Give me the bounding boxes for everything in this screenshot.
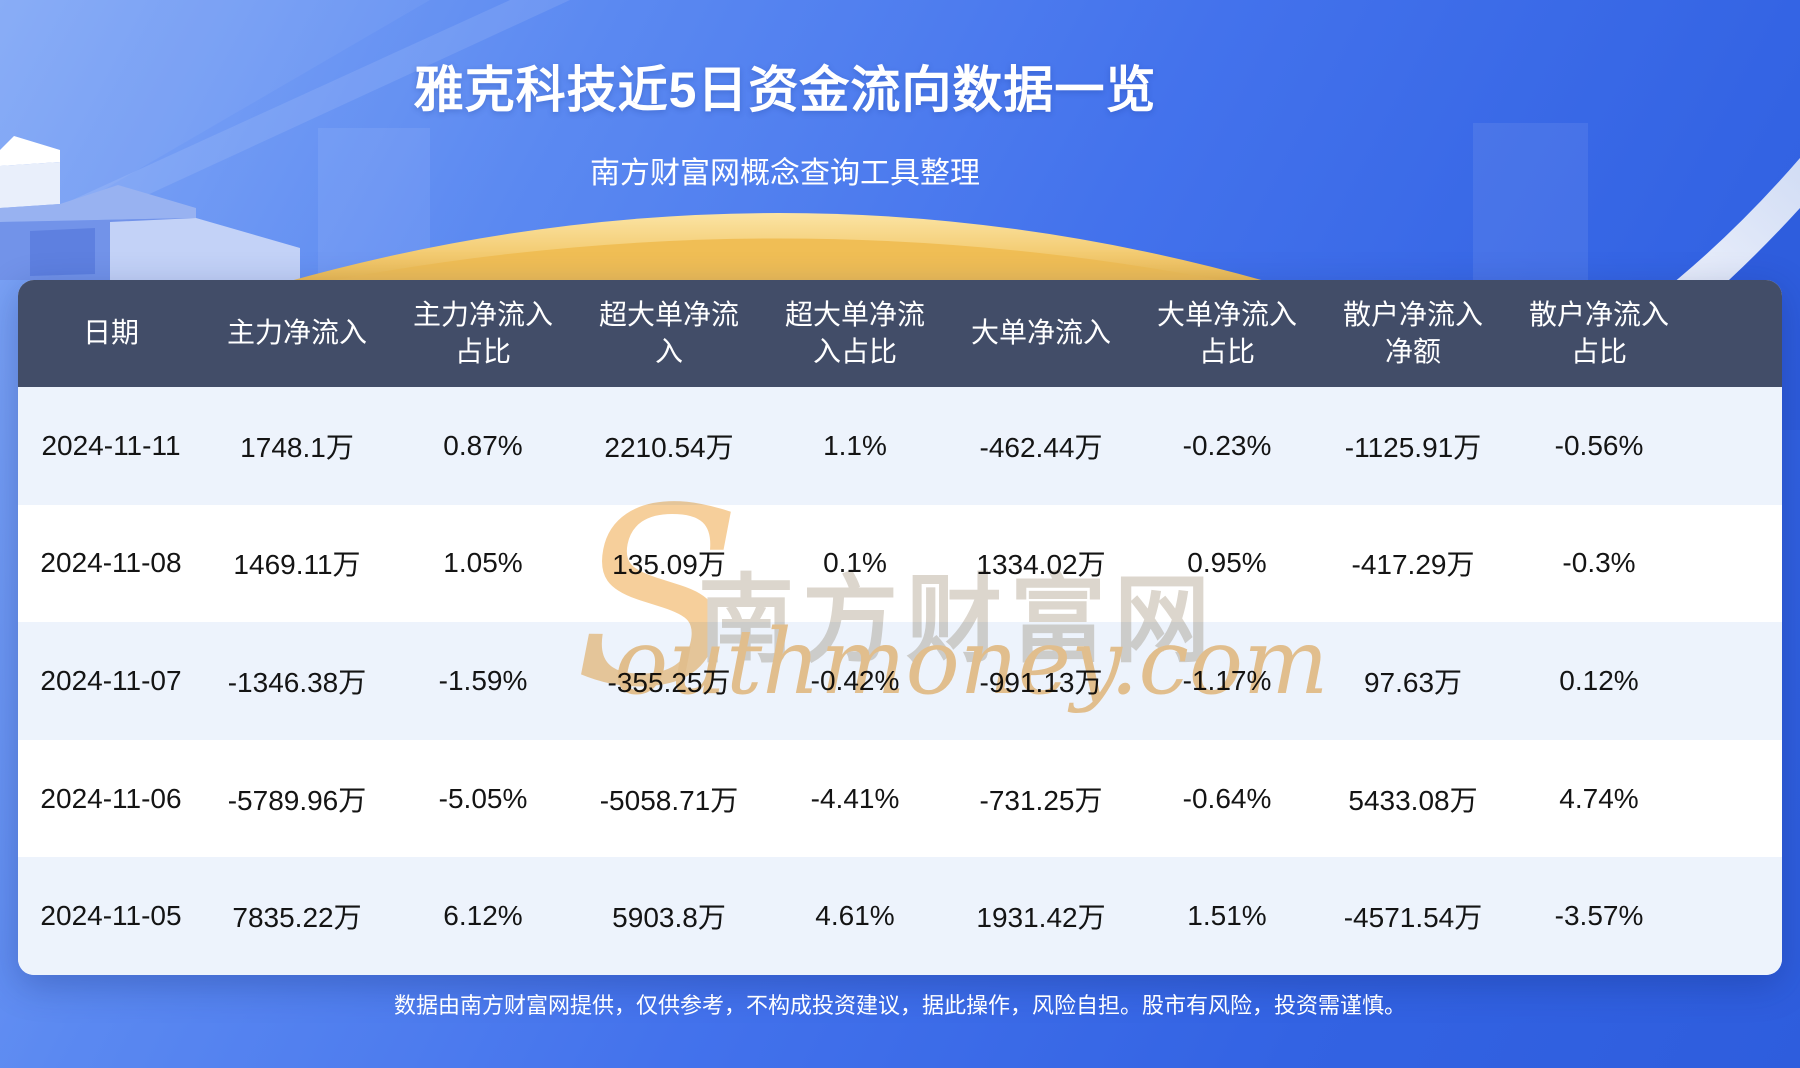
table-cell: 1931.42万 <box>976 902 1106 934</box>
column-header: 散户净流入 净额 <box>1342 299 1483 367</box>
table-cell: -3.57% <box>1554 900 1644 932</box>
footer-disclaimer: 数据由南方财富网提供，仅供参考，不构成投资建议，据此操作，风险自担。股市有风险，… <box>393 993 1406 1018</box>
table-cell: -5.05% <box>438 782 528 814</box>
table-cell: 97.63万 <box>1363 666 1463 698</box>
column-header: 大单净流入 <box>970 317 1111 349</box>
table-cell: 2024-11-05 <box>40 900 182 932</box>
table-body: 2024-11-11 1748.1万 0.87% 2210.54万 1.1% -462.4… <box>18 387 1782 975</box>
column-header: 大单净流入 占比 <box>1156 299 1297 367</box>
table-row: 2024-11-07 -1346.38万 -1.59% -355.25万 -0.42% -… <box>18 622 1782 740</box>
fund-flow-table: 日期 主力净流入 主力净流入 占比 超大单净流 入超大单净流 入占比 大单净流入 大单净流… <box>18 280 1782 975</box>
table-cell: -731.25万 <box>979 784 1103 816</box>
table-cell: 2210.54万 <box>604 431 734 463</box>
column-header: 日期 <box>82 317 139 349</box>
column-header: 主力净流入 占比 <box>412 299 553 367</box>
table-cell: 4.74% <box>1559 782 1639 814</box>
table-cell: 0.95% <box>1187 547 1267 579</box>
page-title: 雅克科技近5日资金流向数据一览 <box>413 62 1157 118</box>
table-cell: -1346.38万 <box>227 666 367 698</box>
table-cell: 2024-11-11 <box>41 429 181 461</box>
table-cell: -5058.71万 <box>599 784 739 816</box>
table-cell: 135.09万 <box>612 549 726 581</box>
table-cell: 1.51% <box>1187 900 1267 932</box>
table-cell: -1.59% <box>438 664 528 696</box>
table-cell: 0.12% <box>1559 664 1639 696</box>
table-cell: -1.17% <box>1182 664 1272 696</box>
table-cell: 4.61% <box>815 900 895 932</box>
column-header: 主力净流入 <box>226 317 367 349</box>
table-cell: -0.64% <box>1182 782 1272 814</box>
column-header: 散户净流入 占比 <box>1528 299 1669 367</box>
table-cell: 6.12% <box>443 900 523 932</box>
page-subtitle: 南方财富网概念查询工具整理 <box>590 157 980 190</box>
table-cell: -1125.91万 <box>1344 431 1482 463</box>
table-cell: 0.87% <box>443 429 523 461</box>
table-cell: 2024-11-07 <box>40 664 182 696</box>
table-cell: -355.25万 <box>607 666 731 698</box>
column-header: 超大单净流 入 <box>598 299 739 367</box>
table-cell: 1469.11万 <box>233 549 361 581</box>
table-cell: 5433.08万 <box>1348 784 1478 816</box>
table-row: 2024-11-08 1469.11万 1.05% 135.09万 0.1% 1334.0… <box>18 504 1782 623</box>
table-cell: -462.44万 <box>979 431 1103 463</box>
table-cell: -4.41% <box>810 782 900 814</box>
table-cell: 7835.22万 <box>232 902 362 934</box>
table-row: 2024-11-05 7835.22万 6.12% 5903.8万 4.61% 1931.… <box>18 857 1782 975</box>
table-cell: -0.3% <box>1562 547 1636 579</box>
table-row: 2024-11-11 1748.1万 0.87% 2210.54万 1.1% -462.4… <box>18 387 1782 505</box>
column-header: 超大单净流 入占比 <box>784 299 925 367</box>
table-cell: 1.1% <box>823 429 887 461</box>
table-cell: -0.42% <box>810 664 900 696</box>
light-beam <box>0 0 430 250</box>
building-illustration <box>0 136 300 280</box>
glass-panel <box>1473 123 1588 291</box>
table-cell: 0.1% <box>823 547 887 579</box>
table-cell: 2024-11-08 <box>40 547 182 579</box>
table-cell: -5789.96万 <box>227 784 367 816</box>
gold-arc <box>290 213 1265 281</box>
table-cell: 1.05% <box>443 547 523 579</box>
table-cell: -991.13万 <box>979 666 1103 698</box>
table-cell: 5903.8万 <box>612 902 726 934</box>
table-header-row: 日期 主力净流入 主力净流入 占比 超大单净流 入超大单净流 入占比 大单净流入 大单净流… <box>18 280 1782 387</box>
table-row: 2024-11-06 -5789.96万 -5.05% -5058.71万 -4.41%… <box>18 739 1782 858</box>
table-cell: -4571.54万 <box>1343 902 1483 934</box>
table-cell: -0.56% <box>1554 429 1644 461</box>
table-cell: -417.29万 <box>1351 549 1475 581</box>
table-cell: 1748.1万 <box>240 431 354 463</box>
table-cell: -0.23% <box>1182 429 1272 461</box>
table-cell: 2024-11-06 <box>40 782 182 814</box>
table-cell: 1334.02万 <box>976 549 1106 581</box>
